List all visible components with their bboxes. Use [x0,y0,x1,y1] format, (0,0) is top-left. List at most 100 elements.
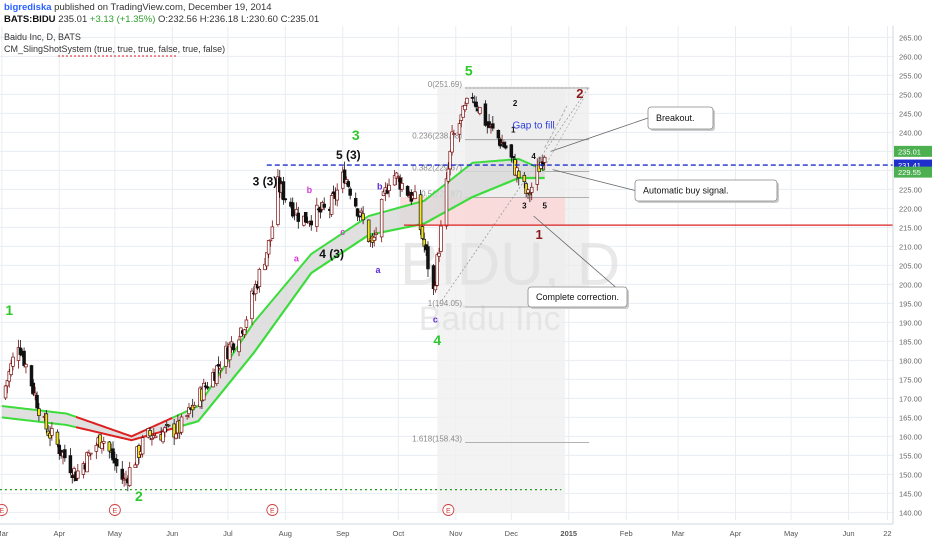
candle [346,181,351,187]
wave-label: 5 [542,201,547,210]
candle [253,284,258,295]
candle [496,129,501,139]
wave-label: 1 [5,302,13,318]
earnings-marker [442,504,455,516]
candle [491,123,495,129]
fib-level-label: 1(194.05) [428,299,463,308]
y-tick-label: 220.00 [899,204,922,213]
candle [174,433,178,439]
wave-label: 4 [531,152,536,161]
candle [55,431,60,445]
candle [450,131,454,153]
candle [435,254,439,286]
y-tick-label: 140.00 [899,508,922,517]
wave-label: 3 [352,127,360,143]
candle [24,364,28,368]
candle [504,145,508,149]
wave-label: 4 (3) [319,247,344,261]
y-tick-label: 155.00 [899,451,922,460]
callout-3[interactable]: Complete correction. [527,215,629,309]
ema-slow-line-early [1,416,77,429]
candle [102,440,106,444]
candle [153,435,158,438]
header-line-1: bigrediska published on TradingView.com,… [4,2,272,13]
y-tick-label: 175.00 [899,375,922,384]
y-tick-label: 195.00 [899,299,922,308]
earnings-label: E [446,508,451,515]
callout-2[interactable]: Automatic buy signal. [552,169,779,203]
candle [33,392,37,396]
callout-1[interactable]: Breakout. [550,106,715,152]
candle [216,364,221,367]
fib-trend-line [436,86,590,308]
x-tick-label: Aug [279,529,292,538]
candle [179,416,184,433]
y-tick-label: 265.00 [899,33,922,42]
candle [348,188,352,196]
candle [372,237,376,241]
candle [461,105,465,118]
candle [463,105,467,111]
candle [266,240,271,255]
candle [192,405,197,408]
candle [218,367,223,371]
x-tick-label: Jul [223,529,233,538]
price-change: +3.13 (+1.35%) [89,14,156,25]
author-name[interactable]: bigrediska [4,2,52,13]
candle [133,464,137,468]
earnings-marker [266,504,279,516]
wave-label: a [375,265,381,275]
candle [120,468,125,480]
candle [355,208,360,217]
candle [166,424,171,427]
x-tick-label: May [784,529,798,538]
candle [231,343,236,351]
y-tick-label: 185.00 [899,337,922,346]
x-tick-label: Apr [730,529,742,538]
candle [11,356,15,367]
candle [303,211,308,223]
candle [422,238,427,247]
wave-label: 2 [135,488,143,504]
indicator-legend[interactable]: CM_SlingShotSystem (true, true, true, fa… [4,44,226,54]
candle [205,386,210,389]
candle [513,159,517,176]
candle [70,475,75,478]
y-tick-label: 145.00 [899,489,922,498]
callout-pointer [552,169,636,191]
open-value: O:232.56 [158,14,198,25]
fib-level-label: 0.236(238.08) [412,132,462,141]
candle [127,467,132,486]
candle [405,185,410,196]
candle [374,232,378,235]
y-tick-label: 225.00 [899,185,922,194]
candle [250,290,254,320]
candle [517,170,521,179]
candle [394,172,399,179]
candle [242,329,247,336]
wave-label: 1 [536,227,543,242]
earnings-label: E [270,508,275,515]
ema-fast-line [171,157,546,419]
candle [385,189,389,194]
x-tick-label: 2015 [560,529,577,538]
candle [268,239,273,242]
candle [452,133,456,135]
x-tick-label: Dec [505,529,519,538]
earnings-marker [108,504,121,516]
x-tick-label: Mar [0,529,9,538]
candle [190,404,195,411]
candle [529,186,534,193]
candle [18,347,23,355]
high-value: H:236.18 [199,14,239,25]
candle [392,175,397,186]
candle [396,176,401,178]
candle [426,246,430,270]
candle [433,285,438,291]
candle [37,408,41,417]
candle [68,455,73,474]
y-tick-label: 170.00 [899,394,922,403]
price-badge-text: 231.41 [898,161,921,170]
